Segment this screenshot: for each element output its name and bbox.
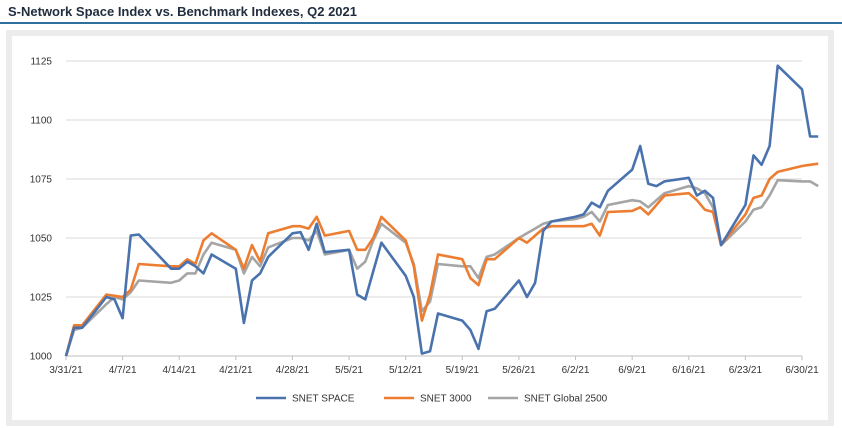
legend-label: SNET SPACE — [292, 394, 355, 405]
y-tick-label: 1075 — [30, 175, 53, 186]
y-tick-label: 1100 — [30, 116, 52, 127]
legend-label: SNET Global 2500 — [524, 394, 608, 405]
x-tick-label: 4/28/21 — [276, 365, 310, 376]
y-axis-ticks: 1000 1025 1050 1075 1100 1125 — [30, 57, 53, 363]
series-line-snet-global-2500 — [64, 178, 819, 357]
x-tick-label: 4/14/21 — [163, 365, 197, 376]
x-tick-label: 5/12/21 — [389, 365, 423, 376]
series-line-snet-3000 — [64, 162, 819, 357]
y-tick-label: 1050 — [30, 234, 53, 245]
title-rule — [0, 22, 842, 24]
x-tick-label: 4/21/21 — [219, 365, 253, 376]
chart-title: S-Network Space Index vs. Benchmark Inde… — [8, 4, 357, 19]
x-tick-label: 4/7/21 — [109, 365, 137, 376]
x-tick-label: 5/19/21 — [446, 365, 480, 376]
x-tick-label: 3/31/21 — [49, 365, 83, 376]
x-tick-label: 6/2/21 — [562, 365, 590, 376]
x-tick-label: 5/26/21 — [502, 365, 536, 376]
legend: SNET SPACE SNET 3000 SNET Global 2500 — [256, 394, 608, 405]
x-tick-label: 6/16/21 — [672, 365, 706, 376]
legend-label: SNET 3000 — [420, 394, 472, 405]
x-tick-label: 6/23/21 — [729, 365, 763, 376]
grid-lines — [66, 60, 802, 298]
x-tick-label: 5/5/21 — [335, 365, 363, 376]
series-line-snet-space — [64, 64, 819, 357]
x-axis: 3/31/21 4/7/21 4/14/21 4/21/21 4/28/21 5/5/21… — [49, 355, 819, 376]
y-tick-label: 1125 — [30, 57, 52, 68]
series-lines — [64, 64, 819, 357]
x-tick-label: 6/9/21 — [618, 365, 646, 376]
y-tick-label: 1025 — [30, 293, 53, 304]
y-tick-label: 1000 — [30, 352, 53, 363]
x-tick-label: 6/30/21 — [785, 365, 819, 376]
